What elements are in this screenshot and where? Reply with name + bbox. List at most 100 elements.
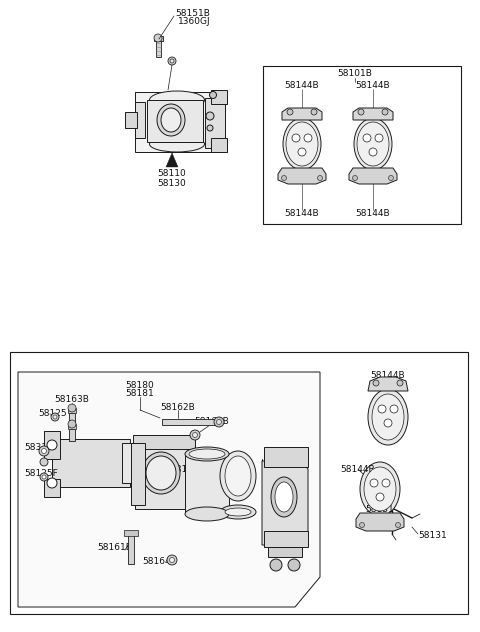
Bar	[69, 413, 75, 425]
Bar	[162, 419, 217, 425]
Ellipse shape	[142, 452, 180, 494]
Ellipse shape	[225, 456, 251, 496]
Circle shape	[42, 475, 46, 479]
Ellipse shape	[283, 118, 321, 170]
Circle shape	[192, 432, 197, 437]
Text: 58164B: 58164B	[194, 418, 229, 427]
Circle shape	[40, 458, 48, 466]
Polygon shape	[125, 112, 137, 128]
Circle shape	[304, 134, 312, 142]
Circle shape	[207, 125, 213, 131]
Text: 58131: 58131	[418, 532, 447, 540]
Circle shape	[360, 523, 364, 528]
Text: 58144B: 58144B	[356, 82, 390, 90]
Circle shape	[53, 415, 57, 419]
Polygon shape	[147, 100, 203, 142]
Polygon shape	[262, 461, 308, 545]
Circle shape	[40, 473, 48, 481]
Bar	[156, 41, 161, 57]
Bar	[69, 429, 75, 441]
Text: 58314: 58314	[24, 444, 53, 453]
Circle shape	[209, 92, 216, 99]
Circle shape	[170, 59, 174, 63]
Polygon shape	[278, 168, 326, 184]
Circle shape	[378, 405, 386, 413]
Text: 58112: 58112	[150, 439, 179, 449]
Circle shape	[373, 380, 379, 386]
Polygon shape	[18, 372, 320, 607]
Text: 58125F: 58125F	[24, 470, 58, 478]
Ellipse shape	[189, 449, 225, 459]
Polygon shape	[282, 108, 322, 120]
Ellipse shape	[368, 389, 408, 445]
Text: 58161B: 58161B	[97, 544, 132, 552]
Polygon shape	[131, 443, 145, 505]
Bar	[124, 530, 138, 536]
Circle shape	[370, 479, 378, 487]
Circle shape	[375, 134, 383, 142]
Ellipse shape	[364, 467, 396, 511]
Polygon shape	[368, 377, 408, 391]
Text: 58110: 58110	[157, 169, 186, 178]
Circle shape	[352, 176, 358, 181]
Text: 58164B: 58164B	[143, 557, 178, 566]
Text: 58144B: 58144B	[356, 209, 390, 219]
Ellipse shape	[286, 122, 318, 166]
Circle shape	[68, 404, 76, 412]
Circle shape	[68, 420, 76, 428]
Circle shape	[317, 176, 323, 181]
Bar	[263, 66, 461, 224]
Ellipse shape	[360, 462, 400, 516]
Ellipse shape	[372, 394, 404, 440]
Text: 58162B: 58162B	[161, 403, 195, 411]
Text: 58144B: 58144B	[285, 209, 319, 219]
Text: 58130: 58130	[157, 178, 186, 188]
Polygon shape	[353, 108, 393, 120]
Circle shape	[287, 109, 293, 115]
Polygon shape	[44, 479, 60, 497]
Text: 58125: 58125	[38, 410, 67, 418]
Text: 58151B: 58151B	[175, 8, 210, 18]
Polygon shape	[122, 443, 146, 483]
Circle shape	[214, 417, 224, 427]
Circle shape	[51, 413, 59, 421]
Circle shape	[382, 479, 390, 487]
Polygon shape	[135, 92, 217, 152]
Ellipse shape	[225, 508, 251, 516]
Polygon shape	[349, 168, 397, 184]
Bar	[10, 352, 468, 614]
Bar	[154, 36, 163, 41]
Polygon shape	[356, 513, 404, 531]
Circle shape	[390, 405, 398, 413]
Circle shape	[154, 34, 162, 42]
Text: 58114A: 58114A	[194, 473, 229, 482]
Ellipse shape	[220, 505, 256, 519]
Ellipse shape	[149, 91, 204, 109]
Text: 58163B: 58163B	[55, 396, 89, 404]
Polygon shape	[135, 102, 145, 138]
Circle shape	[216, 420, 221, 425]
Circle shape	[396, 523, 400, 528]
Text: 58181: 58181	[126, 389, 155, 399]
Ellipse shape	[271, 477, 297, 517]
Text: 58144B: 58144B	[371, 372, 405, 380]
Circle shape	[288, 559, 300, 571]
Polygon shape	[264, 531, 308, 547]
Ellipse shape	[185, 507, 229, 521]
Polygon shape	[133, 435, 195, 449]
Circle shape	[397, 380, 403, 386]
Circle shape	[292, 134, 300, 142]
Ellipse shape	[354, 118, 392, 170]
Polygon shape	[135, 439, 193, 509]
Circle shape	[168, 57, 176, 65]
Circle shape	[39, 446, 49, 456]
Circle shape	[41, 449, 47, 454]
Polygon shape	[205, 98, 225, 148]
Ellipse shape	[220, 451, 256, 501]
Circle shape	[358, 109, 364, 115]
Ellipse shape	[149, 136, 204, 152]
Circle shape	[270, 559, 282, 571]
Circle shape	[47, 440, 57, 450]
Text: 58180: 58180	[126, 380, 155, 389]
Text: 58144B: 58144B	[340, 465, 374, 473]
